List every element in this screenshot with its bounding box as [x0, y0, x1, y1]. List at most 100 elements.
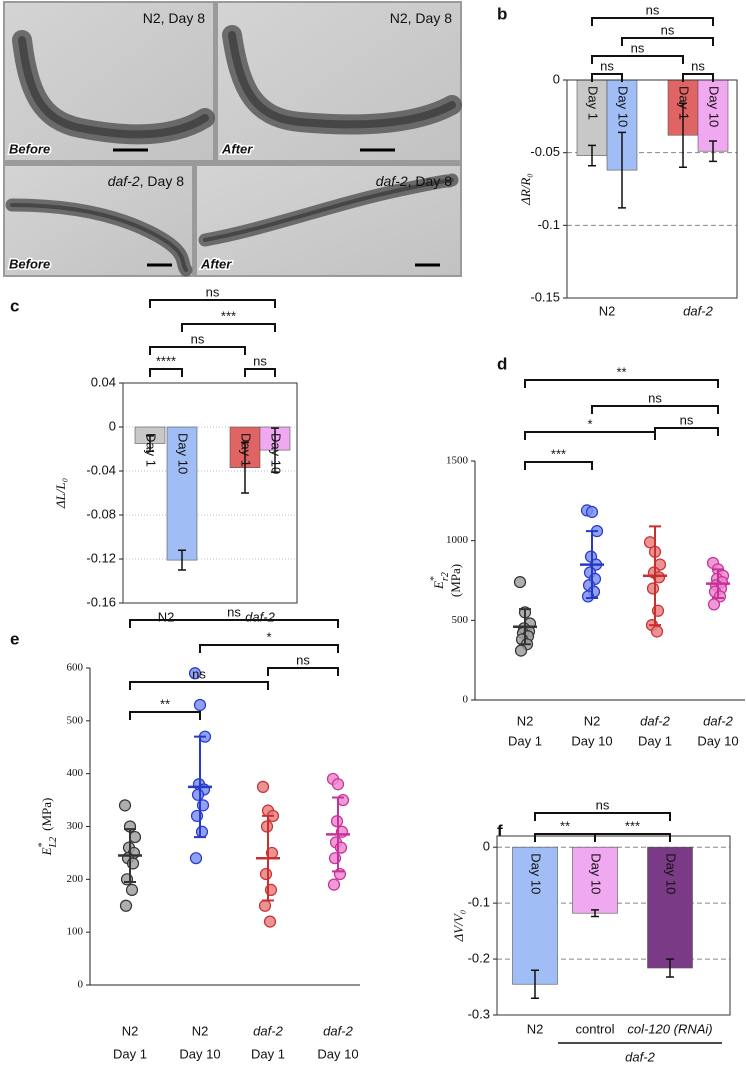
x-tick-label: N2	[584, 713, 601, 728]
caption-part: daf-2	[376, 173, 408, 189]
ylabel-sub: r2	[440, 572, 451, 581]
significance-label: ns	[691, 58, 705, 73]
ylabel-symbol: E	[431, 581, 446, 590]
caption-part: daf-2	[108, 173, 140, 189]
x-tick-label: Day 1	[638, 733, 672, 748]
significance-bracket	[524, 431, 656, 440]
caption-part: , Day 8	[140, 173, 185, 189]
bar-label: Day 1	[239, 433, 254, 467]
panel-label: c	[10, 296, 19, 315]
image-stage: After	[221, 141, 253, 156]
significance-label: **	[616, 364, 626, 379]
significance-bracket	[199, 644, 339, 653]
data-point	[188, 667, 202, 680]
data-point	[513, 575, 527, 589]
ylabel-sup: *	[37, 842, 48, 847]
y-tick-label: 0	[483, 839, 490, 854]
y-tick-label: 500	[67, 714, 84, 726]
error-bar	[591, 909, 599, 918]
image-caption: daf-2, Day 8	[376, 173, 452, 189]
y-tick-label: 0.04	[91, 374, 116, 389]
significance-bracket	[524, 461, 593, 470]
caption-part: , Day 8	[408, 173, 453, 189]
y-tick-label: 100	[67, 926, 84, 938]
x-tick-label: Day 10	[571, 733, 612, 748]
x-tick-label: N2	[192, 1023, 209, 1038]
data-point	[195, 825, 209, 838]
data-point	[193, 698, 207, 712]
bar-label: Day 10	[529, 853, 544, 894]
significance-label: ns	[296, 652, 310, 667]
panel-label: f	[497, 821, 503, 840]
x-tick-label: col-120 (RNAi)	[627, 1021, 712, 1036]
worm-core	[203, 178, 454, 242]
y-tick-label: -0.12	[86, 550, 116, 565]
y-axis-label: ΔL/L₀	[53, 478, 68, 509]
image-caption: N2, Day 8	[143, 10, 205, 26]
y-tick-label: 600	[67, 662, 84, 674]
x-tick-label: Day 10	[179, 1046, 220, 1061]
x-tick-label: N2	[158, 609, 175, 624]
data-point	[514, 644, 528, 657]
ylabel-symbol: E	[39, 847, 54, 856]
significance-label: ns	[191, 331, 205, 346]
significance-label: ns	[646, 2, 660, 17]
significance-bracket	[682, 73, 714, 82]
bar	[697, 79, 729, 152]
significance-bracket	[621, 37, 714, 46]
bar	[572, 846, 618, 914]
data-point	[191, 788, 205, 801]
y-tick-label: -0.2	[468, 951, 490, 966]
data-point	[336, 793, 350, 807]
bar-label: Day 10	[616, 86, 631, 127]
image-caption: daf-2, Day 8	[108, 173, 184, 189]
error-bar	[666, 958, 674, 978]
significance-label: *	[587, 416, 592, 431]
data-point	[119, 899, 133, 912]
y-tick-label: 0	[553, 71, 560, 86]
y-tick-label: -0.1	[538, 217, 560, 232]
significance-label: **	[560, 818, 570, 833]
significance-bracket	[149, 346, 246, 355]
significance-bracket	[534, 812, 671, 821]
significance-bracket	[534, 833, 596, 842]
x-tick-label: N2	[517, 713, 534, 728]
data-point	[333, 867, 347, 881]
panel-label: d	[497, 354, 507, 373]
bar-label: Day 10	[707, 86, 722, 127]
significance-label: ns	[661, 22, 675, 37]
y-axis-label: ΔV/V₀	[451, 910, 466, 943]
significance-bracket	[244, 368, 276, 377]
panel-label: e	[10, 629, 19, 648]
x-tick-label: daf-2	[323, 1023, 353, 1038]
caption-part: N2, Day 8	[143, 10, 205, 26]
error-bar	[709, 140, 717, 163]
bar	[512, 846, 558, 985]
data-point	[189, 852, 203, 865]
data-point	[256, 780, 270, 793]
y-axis-label: E*r2(MPa)	[429, 564, 463, 597]
significance-bracket	[149, 299, 276, 308]
plot-frame	[496, 835, 731, 1016]
error-bar	[531, 969, 539, 999]
y-tick-label: -0.1	[468, 895, 490, 910]
data-point	[585, 505, 599, 519]
y-tick-label: 1500	[446, 455, 469, 467]
significance-label: ns	[600, 58, 614, 73]
ylabel-sup: *	[429, 576, 440, 581]
y-tick-label: 200	[67, 873, 84, 885]
data-point	[263, 915, 277, 928]
error-bar	[618, 131, 626, 209]
y-tick-label: -0.15	[530, 289, 560, 304]
y-tick-label: 300	[67, 820, 84, 832]
x-tick-label: Day 1	[508, 733, 542, 748]
data-point	[258, 899, 272, 912]
image-stage: Before	[9, 256, 50, 271]
error-bar	[241, 441, 249, 494]
x-tick-label: Day 10	[697, 733, 738, 748]
bar-label: Day 10	[269, 433, 284, 474]
significance-bracket	[267, 667, 339, 676]
x-tick-label: N2	[599, 303, 616, 318]
y-axis-label: ΔR/R₀	[518, 173, 533, 206]
y-tick-label: 0	[463, 694, 469, 706]
